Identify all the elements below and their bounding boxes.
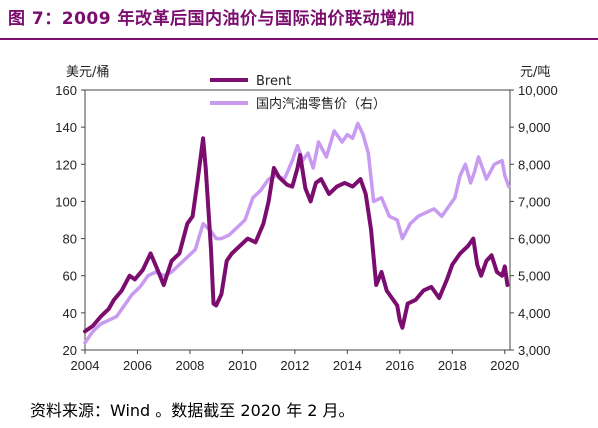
y-left-tick-label: 160 [55, 83, 77, 98]
y-right-tick-label: 3,000 [518, 343, 551, 358]
y-left-tick-label: 80 [63, 232, 77, 247]
chart-title: 图 7：2009 年改革后国内油价与国际油价联动增加 [8, 9, 415, 29]
plot-frame [84, 89, 511, 351]
series-line-domestic [83, 121, 511, 345]
y-left-tick-label: 20 [63, 343, 77, 358]
left-axis-unit: 美元/桶 [66, 65, 109, 80]
legend-label-domestic: 国内汽油零售价（右） [256, 96, 386, 112]
source-note: 资料来源：Wind 。数据截至 2020 年 2 月。 [30, 401, 355, 420]
x-tick-label: 2008 [175, 358, 204, 373]
y-right-tick-label: 5,000 [518, 269, 551, 284]
x-tick-label: 2018 [438, 358, 467, 373]
chart-area: 美元/桶 元/吨 2004 2006 2008 2010 2012 2014 2016 201… [55, 65, 557, 373]
x-tick-label: 2012 [280, 358, 309, 373]
y-left-tick-label: 60 [63, 269, 77, 284]
legend: Brent 国内汽油零售价（右） [210, 74, 386, 112]
x-tick-label: 2016 [385, 358, 414, 373]
y-left-tick-label: 120 [55, 157, 77, 172]
x-tick-label: 2010 [228, 358, 257, 373]
plot-border [84, 89, 511, 351]
y-right-tick-label: 7,000 [518, 194, 551, 209]
x-tick-label: 2020 [490, 358, 519, 373]
legend-label-brent: Brent [256, 74, 291, 89]
x-tick-label: 2004 [71, 358, 100, 373]
x-tick-label: 2006 [123, 358, 152, 373]
y-right-tick-label: 8,000 [518, 157, 551, 172]
y-right-tick-label: 6,000 [518, 232, 551, 247]
right-axis-unit: 元/吨 [520, 65, 550, 80]
x-tick-label: 2014 [333, 358, 362, 373]
title-divider [0, 38, 598, 40]
y-left-tick-label: 40 [63, 306, 77, 321]
y-right-tick-label: 4,000 [518, 306, 551, 321]
series-layer [83, 121, 511, 345]
series-line-brent [83, 136, 510, 334]
y-left-tick-label: 100 [55, 194, 77, 209]
axis-ticks: 2004 2006 2008 2010 2012 2014 2016 2018 20202040… [55, 83, 557, 373]
y-right-tick-label: 9,000 [518, 120, 551, 135]
y-right-tick-label: 10,000 [518, 83, 558, 98]
y-left-tick-label: 140 [55, 120, 77, 135]
